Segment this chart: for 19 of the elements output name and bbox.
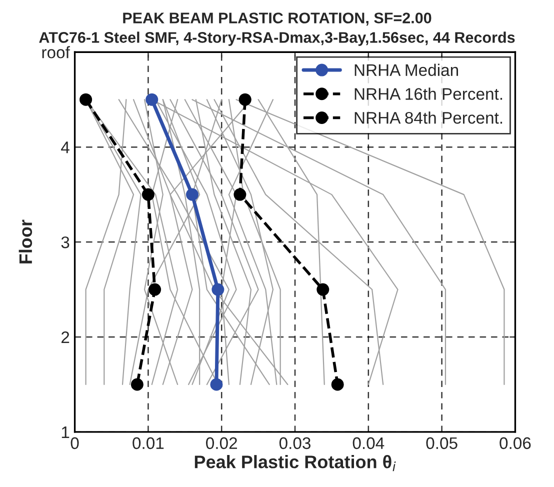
x-tick-label: 0.03 <box>279 437 310 450</box>
y-tick-label: 1 <box>62 426 70 438</box>
chart-subtitle: ATC76-1 Steel SMF, 4-Story-RSA-Dmax,3-Bay,1.56sec, 44 Records <box>39 32 515 46</box>
x-tick-label: 0.04 <box>352 437 384 450</box>
x-axis-title: Peak Plastic Rotation θ$_{i}$ <box>194 455 396 472</box>
legend-label: NRHA Median <box>354 64 458 76</box>
chart-title: PEAK BEAM PLASTIC ROTATION, SF=2.00 <box>123 12 432 26</box>
y-tick-label: 2 <box>62 331 70 344</box>
y-axis-title: Floor <box>18 220 32 264</box>
y-tick-label: roof <box>42 46 70 58</box>
x-tick-label: 0.05 <box>426 437 458 450</box>
x-tick-label: 0.01 <box>132 437 164 450</box>
x-tick-label: 0.02 <box>206 437 237 450</box>
y-tick-label: 4 <box>61 142 70 154</box>
x-tick-label: 0 <box>70 437 79 450</box>
x-tick-label: 0.06 <box>500 437 531 450</box>
y-tick-label: 3 <box>61 236 70 248</box>
legend-label: NRHA 84th Percent. <box>354 112 502 124</box>
legend-label: NRHA 16th Percent. <box>354 88 502 100</box>
